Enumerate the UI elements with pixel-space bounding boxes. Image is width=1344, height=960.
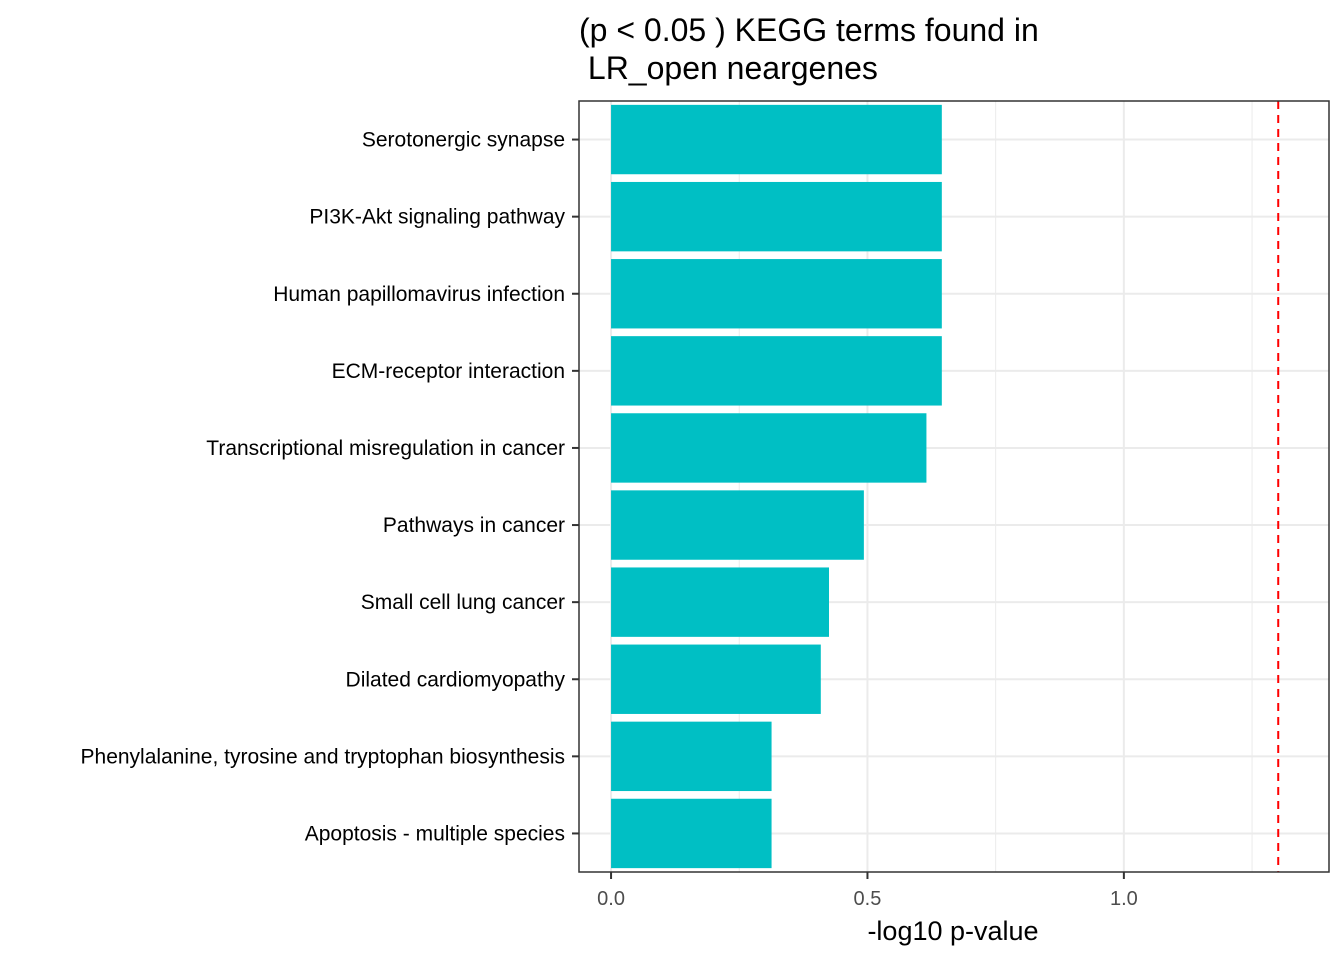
bar xyxy=(611,259,942,329)
bar xyxy=(611,181,942,252)
bar xyxy=(611,798,772,869)
x-axis-title: -log10 p-value xyxy=(867,916,1038,946)
category-label: Serotonergic synapse xyxy=(362,129,565,152)
x-tick-label: 0.0 xyxy=(597,888,625,910)
bar xyxy=(611,644,821,714)
plot-area: Serotonergic synapse PI3K-Akt signaling p… xyxy=(81,100,1330,910)
chart-title-line-1: (p < 0.05 ) KEGG terms found in xyxy=(579,12,1039,48)
bar xyxy=(611,490,864,560)
category-label: Apoptosis - multiple species xyxy=(305,822,565,845)
category-label: ECM-receptor interaction xyxy=(332,360,565,383)
chart-title-line-2: LR_open neargenes xyxy=(579,50,878,86)
bar xyxy=(611,721,772,792)
category-label: Small cell lung cancer xyxy=(361,591,565,614)
category-label: Pathways in cancer xyxy=(383,514,565,537)
category-label: Phenylalanine, tyrosine and tryptophan b… xyxy=(81,745,565,768)
category-label: PI3K-Akt signaling pathway xyxy=(309,206,565,229)
bar xyxy=(611,567,829,637)
x-tick-label: 0.5 xyxy=(854,888,882,910)
plot-border xyxy=(578,100,1330,873)
category-label: Dilated cardiomyopathy xyxy=(346,668,566,691)
category-label: Human papillomavirus infection xyxy=(273,283,565,306)
bar xyxy=(611,336,942,406)
x-tick-label: 1.0 xyxy=(1110,888,1138,910)
bar xyxy=(611,413,927,483)
category-label: Transcriptional misregulation in cancer xyxy=(206,437,565,460)
bar xyxy=(611,104,942,175)
